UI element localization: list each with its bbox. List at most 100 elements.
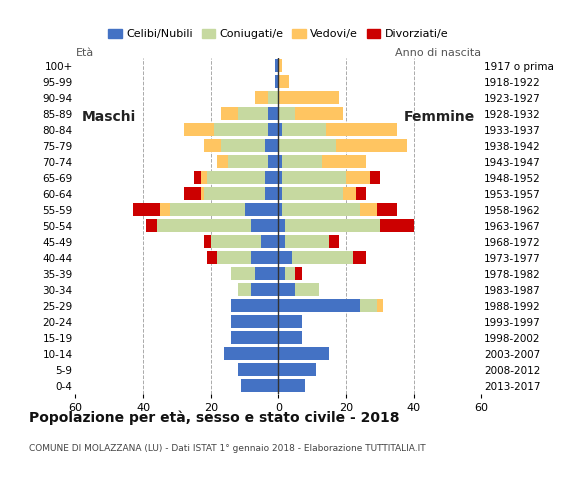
Bar [295, 283, 319, 296]
Bar [231, 315, 278, 328]
Bar [207, 251, 218, 264]
Bar [336, 139, 407, 152]
Bar [278, 379, 306, 392]
Bar [184, 123, 214, 136]
Bar [285, 219, 380, 232]
Bar [278, 251, 292, 264]
Bar [278, 347, 329, 360]
Bar [278, 59, 282, 72]
Bar [278, 331, 302, 344]
Bar [204, 139, 221, 152]
Bar [255, 267, 278, 280]
Legend: Celibi/Nubili, Coniugati/e, Vedovi/e, Divorziati/e: Celibi/Nubili, Coniugati/e, Vedovi/e, Di… [104, 24, 453, 44]
Bar [201, 171, 207, 184]
Bar [133, 203, 160, 216]
Bar [224, 347, 278, 360]
Bar [278, 235, 285, 248]
Bar [194, 171, 201, 184]
Bar [157, 219, 251, 232]
Bar [376, 299, 383, 312]
Bar [265, 171, 278, 184]
Bar [326, 123, 397, 136]
Bar [278, 315, 302, 328]
Bar [146, 219, 157, 232]
Bar [265, 139, 278, 152]
Bar [227, 155, 268, 168]
Bar [204, 235, 211, 248]
Bar [370, 171, 380, 184]
Bar [278, 203, 282, 216]
Bar [295, 107, 343, 120]
Bar [360, 203, 376, 216]
Bar [278, 187, 282, 200]
Bar [204, 187, 265, 200]
Bar [255, 91, 268, 104]
Bar [292, 251, 353, 264]
Bar [201, 187, 204, 200]
Bar [380, 219, 414, 232]
Bar [268, 123, 278, 136]
Bar [160, 203, 170, 216]
Text: Popolazione per età, sesso e stato civile - 2018: Popolazione per età, sesso e stato civil… [29, 410, 400, 425]
Bar [231, 299, 278, 312]
Bar [278, 107, 295, 120]
Bar [322, 155, 367, 168]
Text: Maschi: Maschi [82, 110, 136, 124]
Bar [268, 155, 278, 168]
Text: Femmine: Femmine [403, 110, 474, 124]
Bar [278, 155, 282, 168]
Bar [282, 155, 322, 168]
Bar [218, 251, 251, 264]
Bar [245, 203, 278, 216]
Bar [268, 91, 278, 104]
Bar [211, 235, 262, 248]
Bar [251, 251, 278, 264]
Bar [343, 187, 356, 200]
Bar [285, 235, 329, 248]
Bar [275, 59, 278, 72]
Text: COMUNE DI MOLAZZANA (LU) - Dati ISTAT 1° gennaio 2018 - Elaborazione TUTTITALIA.: COMUNE DI MOLAZZANA (LU) - Dati ISTAT 1°… [29, 444, 426, 453]
Bar [221, 139, 265, 152]
Bar [376, 203, 397, 216]
Bar [278, 91, 339, 104]
Bar [278, 283, 295, 296]
Bar [238, 107, 268, 120]
Bar [282, 171, 346, 184]
Bar [295, 267, 302, 280]
Bar [275, 75, 278, 88]
Bar [207, 171, 265, 184]
Bar [170, 203, 245, 216]
Bar [278, 171, 282, 184]
Bar [360, 299, 376, 312]
Bar [329, 235, 339, 248]
Bar [218, 155, 227, 168]
Text: Età: Età [75, 48, 93, 58]
Bar [241, 379, 278, 392]
Bar [282, 123, 326, 136]
Bar [262, 235, 278, 248]
Bar [238, 283, 251, 296]
Bar [278, 75, 288, 88]
Bar [356, 187, 367, 200]
Bar [282, 187, 343, 200]
Bar [184, 187, 201, 200]
Bar [221, 107, 238, 120]
Bar [353, 251, 367, 264]
Bar [238, 363, 278, 376]
Bar [278, 299, 360, 312]
Bar [278, 219, 285, 232]
Bar [231, 331, 278, 344]
Bar [346, 171, 370, 184]
Bar [265, 187, 278, 200]
Bar [282, 203, 360, 216]
Bar [278, 139, 336, 152]
Bar [278, 123, 282, 136]
Bar [268, 107, 278, 120]
Text: Anno di nascita: Anno di nascita [396, 48, 481, 58]
Bar [285, 267, 295, 280]
Bar [231, 267, 255, 280]
Bar [278, 363, 316, 376]
Bar [251, 219, 278, 232]
Bar [278, 267, 285, 280]
Bar [214, 123, 268, 136]
